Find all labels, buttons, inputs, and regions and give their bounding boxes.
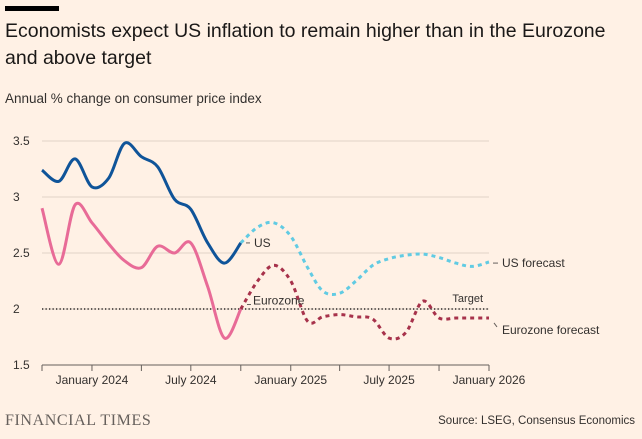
target-label: Target	[452, 293, 483, 305]
chart-title: Economists expect US inflation to remain…	[5, 20, 606, 69]
y-tick-label: 1.5	[13, 358, 30, 372]
eurozone-label: Eurozone	[253, 294, 305, 308]
us-line	[41, 141, 243, 265]
source-note: Source: LSEG, Consensus Economics	[438, 415, 635, 427]
y-tick-label: 2.5	[13, 246, 30, 260]
eurozone-line	[40, 201, 243, 340]
x-tick-label: January 2024	[56, 373, 129, 387]
y-tick-label: 2	[13, 302, 20, 316]
ft-logo: FINANCIAL TIMES	[5, 412, 152, 429]
ft-brand-bar	[5, 6, 59, 11]
x-tick-label: July 2024	[165, 373, 217, 387]
y-tick-label: 3	[13, 190, 20, 204]
chart-subtitle: Annual % change on consumer price index	[5, 91, 262, 106]
x-tick-label: July 2025	[363, 373, 415, 387]
us-forecast-line	[239, 220, 490, 296]
eurozone-forecast-line	[239, 263, 489, 341]
eurozone-forecast-label-leader	[493, 322, 498, 328]
line-chart: 1.5 2 2.5 3 3.5 January 2024 July 2024 January …	[13, 134, 600, 387]
us-label: US	[254, 236, 271, 250]
x-tick-label: January 2026	[453, 373, 526, 387]
us-forecast-label: US forecast	[502, 256, 565, 270]
x-tick-label: January 2025	[254, 373, 327, 387]
eurozone-forecast-label: Eurozone forecast	[502, 323, 600, 337]
y-tick-label: 3.5	[13, 134, 30, 148]
